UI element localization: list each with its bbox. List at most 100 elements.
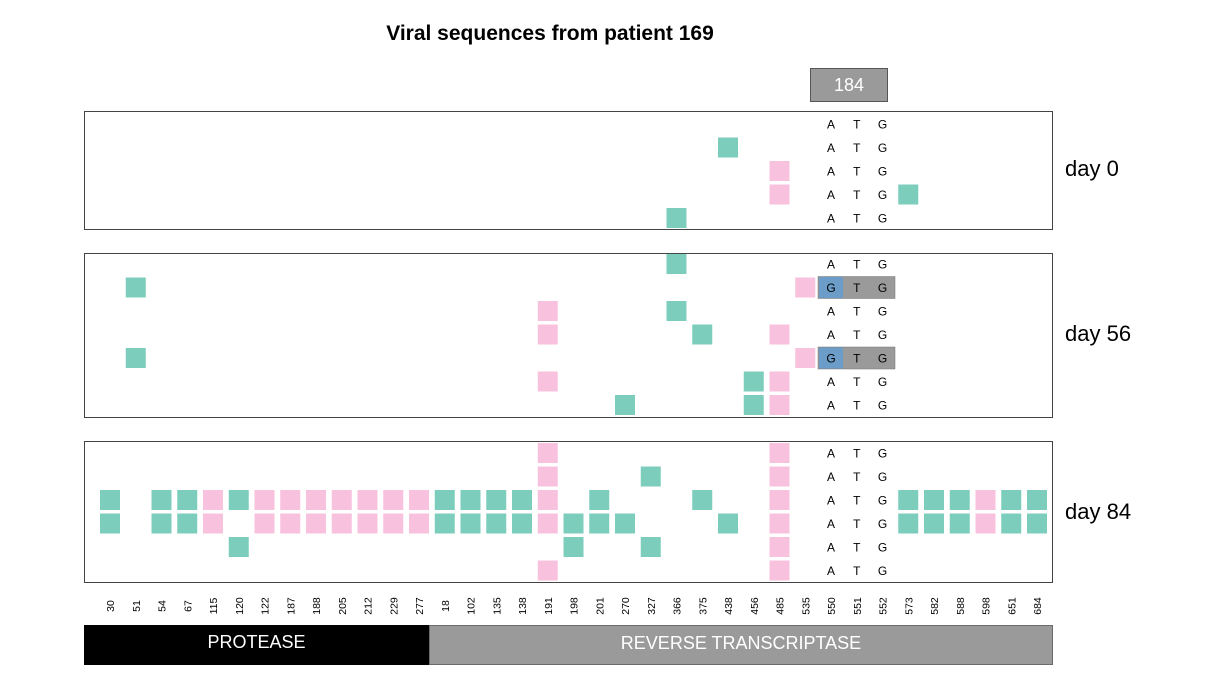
mutation-cell-teal <box>512 490 532 510</box>
mutation-cell-teal <box>1027 513 1047 534</box>
mutation-cell-pink <box>254 513 275 534</box>
mutation-cell-teal <box>1001 513 1022 534</box>
mutation-cell-teal <box>898 490 919 510</box>
codon-base-label: G <box>878 470 887 484</box>
mutation-cell-teal <box>563 537 584 557</box>
codon-base-label: G <box>878 305 887 319</box>
codon-base-label: T <box>853 564 861 578</box>
codon-base-label: T <box>853 258 861 272</box>
column-tick-label: 550 <box>826 597 838 615</box>
mutation-cell-pink <box>537 301 558 321</box>
mutation-cell-pink <box>975 490 996 510</box>
mutation-cell-pink <box>280 513 301 534</box>
codon-base-label: G <box>826 352 835 366</box>
column-tick-label: 375 <box>697 597 709 615</box>
codon-base-label: A <box>827 118 835 132</box>
codon-base-label: A <box>827 494 835 508</box>
column-tick-label: 327 <box>646 597 658 615</box>
codon-base-label: T <box>853 188 861 202</box>
column-tick-label: 598 <box>981 597 993 615</box>
codon-base-label: A <box>827 470 835 484</box>
mutation-cell-teal <box>434 490 455 510</box>
codon-base-label: G <box>878 375 887 389</box>
mutation-cell-pink <box>769 490 790 510</box>
codon-base-label: G <box>878 258 887 272</box>
region-reverse-transcriptase: REVERSE TRANSCRIPTASE <box>429 625 1053 665</box>
mutation-cell-teal <box>692 324 713 345</box>
mutation-cell-teal <box>151 513 172 534</box>
mutation-cell-teal <box>666 254 687 274</box>
codon-base-label: G <box>878 212 887 226</box>
mutation-cell-pink <box>769 443 790 463</box>
mutation-cell-teal <box>486 513 507 534</box>
mutation-cell-pink <box>357 513 378 534</box>
mutation-cell-teal <box>692 490 713 510</box>
mutation-cell-pink <box>537 490 558 510</box>
mutation-cell-pink <box>537 371 558 392</box>
mutation-cell-teal <box>640 466 661 487</box>
panel-frame <box>84 441 1053 583</box>
mutation-cell-teal <box>151 490 172 510</box>
codon-base-label: T <box>853 328 861 342</box>
chart-title: Viral sequences from patient 169 <box>386 22 714 45</box>
codon-base-label: A <box>827 305 835 319</box>
codon-base-label: A <box>827 399 835 413</box>
column-tick-label: 188 <box>311 597 323 615</box>
column-tick-label: 582 <box>929 597 941 615</box>
codon-base-label: A <box>827 328 835 342</box>
column-tick-label: 573 <box>903 597 915 615</box>
mutation-cell-pink <box>769 513 790 534</box>
codon-base-label: G <box>826 281 835 295</box>
mutation-cell-teal <box>640 537 661 557</box>
mutation-cell-pink <box>254 490 275 510</box>
codon-base-label: A <box>827 212 835 226</box>
mutation-cell-teal <box>228 490 249 510</box>
mutation-cell-pink <box>331 490 352 510</box>
mutation-cell-teal <box>434 513 455 534</box>
mutation-cell-pink <box>975 513 996 534</box>
mutation-cell-pink <box>769 324 790 345</box>
column-tick-label: 588 <box>955 597 967 615</box>
column-tick-label: 229 <box>388 597 400 615</box>
codon-base-label: G <box>878 141 887 155</box>
column-tick-label: 102 <box>466 597 478 615</box>
codon-184-badge: 184 <box>810 68 888 102</box>
codon-base-label: A <box>827 258 835 272</box>
codon-base-label: T <box>853 399 861 413</box>
codon-base-label: A <box>827 517 835 531</box>
codon-base-label: G <box>878 352 887 366</box>
mutation-cell-pink <box>769 466 790 487</box>
mutation-cell-pink <box>357 490 378 510</box>
codon-base-label: T <box>853 118 861 132</box>
codon-base-label: A <box>827 165 835 179</box>
column-tick-label: 201 <box>594 597 606 615</box>
codon-base-label: T <box>853 165 861 179</box>
mutation-cell-teal <box>666 301 687 321</box>
mutation-cell-teal <box>898 513 919 534</box>
mutation-cell-teal <box>1027 490 1047 510</box>
panel-label: day 56 <box>1065 321 1132 346</box>
region-protease: PROTEASE <box>84 625 429 665</box>
mutation-cell-pink <box>383 490 404 510</box>
codon-base-label: T <box>853 517 861 531</box>
column-tick-label: 122 <box>260 597 272 615</box>
mutated-base-cell <box>819 277 843 298</box>
column-tick-label: 115 <box>208 597 220 614</box>
mutation-cell-pink <box>383 513 404 534</box>
column-tick-label: 212 <box>363 597 375 615</box>
codon-base-label: A <box>827 375 835 389</box>
mutation-cell-pink <box>769 371 790 392</box>
mutation-cell-teal <box>949 490 970 510</box>
mutation-cell-teal <box>177 513 198 534</box>
panel-label: day 84 <box>1065 499 1132 524</box>
mutation-cell-teal <box>100 490 120 510</box>
mutation-cell-teal <box>228 537 249 557</box>
codon-base-label: G <box>878 118 887 132</box>
mutation-cell-teal <box>460 513 481 534</box>
mutation-cell-teal <box>743 371 764 392</box>
mutation-cell-teal <box>949 513 970 534</box>
codon-base-label: A <box>827 541 835 555</box>
codon-base-label: T <box>853 281 861 295</box>
mutation-cell-teal <box>177 490 198 510</box>
mutation-cell-pink <box>409 513 429 534</box>
